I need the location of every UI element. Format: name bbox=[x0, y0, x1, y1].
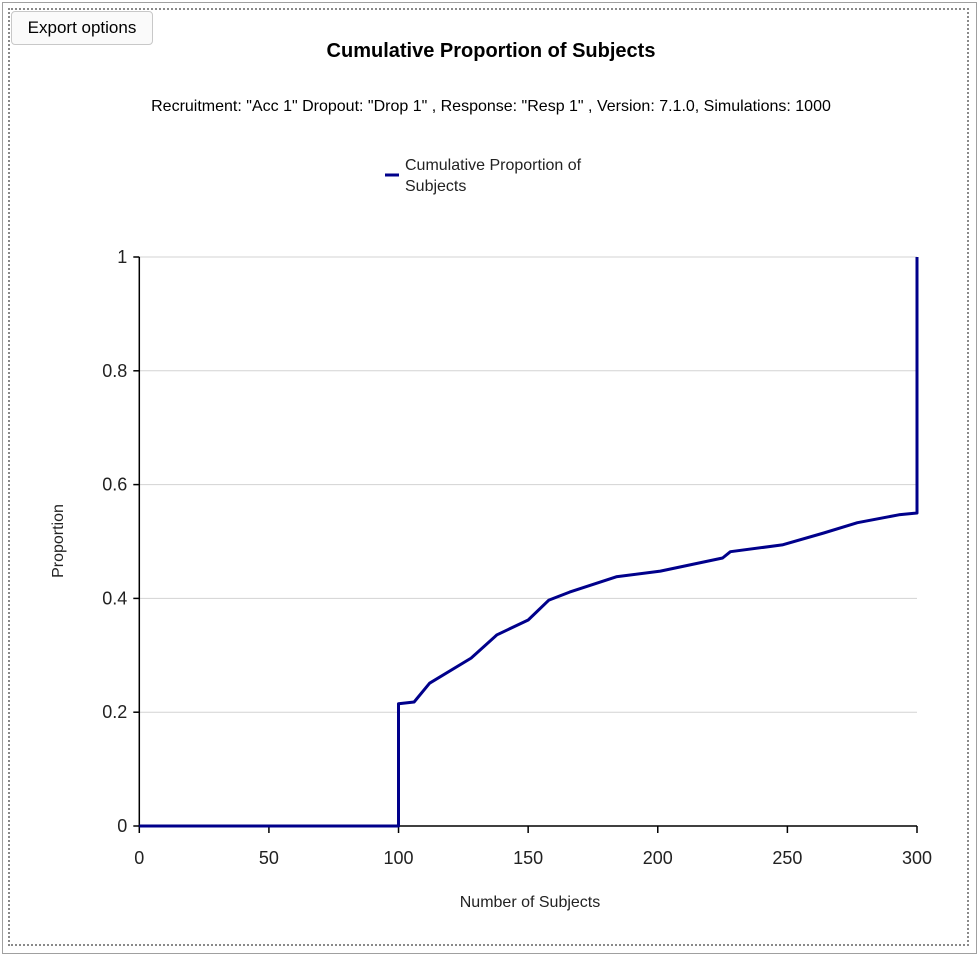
x-tick-label: 250 bbox=[772, 848, 802, 868]
export-options-button[interactable]: Export options bbox=[11, 11, 153, 45]
legend-label-line2: Subjects bbox=[405, 178, 466, 195]
y-tick-label: 0 bbox=[117, 816, 127, 836]
x-tick-label: 300 bbox=[902, 848, 932, 868]
chart-frame bbox=[8, 8, 969, 946]
chart-title: Cumulative Proportion of Subjects bbox=[327, 40, 656, 62]
x-tick-label: 150 bbox=[513, 848, 543, 868]
y-tick-label: 0.4 bbox=[102, 588, 127, 608]
x-tick-label: 50 bbox=[259, 848, 279, 868]
x-tick-label: 0 bbox=[134, 848, 144, 868]
chart-subtitle: Recruitment: "Acc 1" Dropout: "Drop 1" ,… bbox=[151, 98, 831, 115]
y-axis-label: Proportion bbox=[50, 504, 67, 578]
y-tick-label: 1 bbox=[117, 247, 127, 267]
y-tick-label: 0.6 bbox=[102, 475, 127, 495]
series-line bbox=[139, 257, 919, 828]
x-axis-label: Number of Subjects bbox=[460, 894, 601, 911]
x-tick-label: 200 bbox=[643, 848, 673, 868]
y-tick-label: 0.2 bbox=[102, 702, 127, 722]
legend-label-line1: Cumulative Proportion of bbox=[405, 157, 582, 174]
y-tick-label: 0.8 bbox=[102, 361, 127, 381]
x-tick-label: 100 bbox=[384, 848, 414, 868]
